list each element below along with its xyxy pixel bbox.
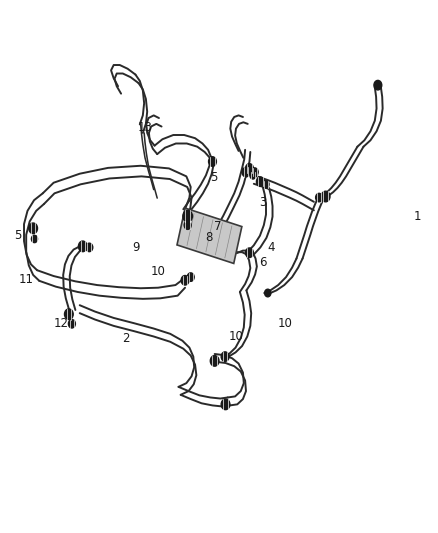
Text: 8: 8 bbox=[206, 231, 213, 244]
Text: 3: 3 bbox=[259, 196, 266, 209]
Bar bbox=[177, 208, 242, 263]
Circle shape bbox=[221, 399, 230, 410]
Circle shape bbox=[68, 319, 75, 328]
Circle shape bbox=[256, 177, 264, 187]
Circle shape bbox=[251, 168, 258, 176]
Circle shape bbox=[29, 223, 38, 233]
Circle shape bbox=[246, 164, 253, 173]
Circle shape bbox=[181, 276, 189, 285]
Circle shape bbox=[183, 211, 192, 222]
Circle shape bbox=[265, 289, 271, 297]
Circle shape bbox=[250, 172, 256, 179]
Text: 1: 1 bbox=[413, 209, 421, 223]
Circle shape bbox=[184, 221, 191, 229]
Circle shape bbox=[78, 241, 87, 252]
Circle shape bbox=[32, 235, 38, 243]
Circle shape bbox=[187, 273, 194, 281]
Text: 9: 9 bbox=[133, 241, 140, 254]
Circle shape bbox=[221, 352, 229, 361]
Circle shape bbox=[316, 193, 322, 202]
Circle shape bbox=[374, 80, 382, 90]
Circle shape bbox=[246, 248, 253, 257]
Text: 6: 6 bbox=[259, 256, 266, 269]
Circle shape bbox=[210, 356, 219, 366]
Text: 11: 11 bbox=[19, 273, 34, 286]
Circle shape bbox=[86, 243, 93, 252]
Text: 2: 2 bbox=[122, 332, 129, 344]
Text: 13: 13 bbox=[138, 121, 152, 134]
Text: 7: 7 bbox=[214, 220, 222, 233]
Text: 5: 5 bbox=[14, 229, 21, 242]
Circle shape bbox=[64, 309, 73, 319]
Text: 4: 4 bbox=[268, 241, 275, 254]
Text: 5: 5 bbox=[210, 172, 217, 184]
Circle shape bbox=[242, 167, 250, 177]
Text: 10: 10 bbox=[151, 265, 166, 278]
Text: 10: 10 bbox=[229, 330, 244, 343]
Circle shape bbox=[263, 181, 269, 188]
Text: 10: 10 bbox=[278, 317, 293, 330]
Text: 12: 12 bbox=[54, 317, 69, 330]
Circle shape bbox=[208, 157, 216, 166]
Circle shape bbox=[321, 191, 330, 202]
